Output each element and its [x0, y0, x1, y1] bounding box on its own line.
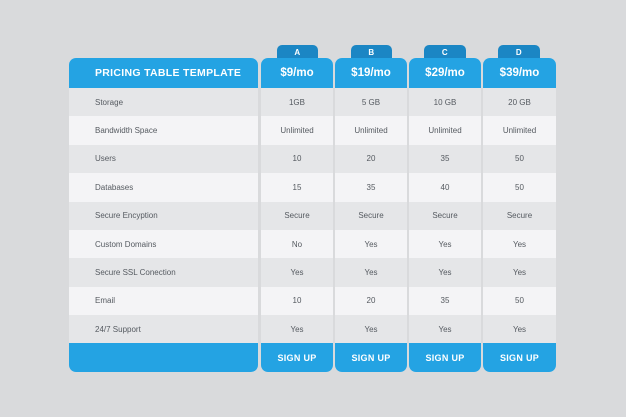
- sign-up-button-d[interactable]: SIGN UP: [483, 343, 556, 372]
- feature-label: Custom Domains: [69, 229, 258, 259]
- plan-value: Unlimited: [261, 116, 333, 145]
- plan-value: Yes: [261, 258, 333, 287]
- plan-column-a: $9/mo 1GB Unlimited 10 15 Secure No Yes …: [261, 58, 333, 372]
- plan-value: Secure: [261, 201, 333, 230]
- plan-value: Yes: [335, 315, 407, 344]
- plan-value: 40: [409, 173, 481, 202]
- plan-value: No: [261, 229, 333, 259]
- plan-tab-b[interactable]: B: [351, 45, 392, 59]
- plan-price: $29/mo: [409, 58, 481, 88]
- plan-value: 15: [261, 173, 333, 202]
- plan-value: 5 GB: [335, 88, 407, 117]
- plan-price: $9/mo: [261, 58, 333, 88]
- plan-value: 50: [483, 173, 556, 202]
- plan-value: 20 GB: [483, 88, 556, 117]
- plan-price: $39/mo: [483, 58, 556, 88]
- feature-label: Secure Encyption: [69, 201, 258, 230]
- feature-label: 24/7 Support: [69, 315, 258, 344]
- plan-value: Secure: [335, 201, 407, 230]
- plan-value: Unlimited: [483, 116, 556, 145]
- plan-value: 35: [409, 144, 481, 174]
- plan-value: Secure: [483, 201, 556, 230]
- plan-value: Yes: [409, 315, 481, 344]
- plan-value: Unlimited: [409, 116, 481, 145]
- plan-value: Yes: [335, 258, 407, 287]
- plan-value: Yes: [409, 229, 481, 259]
- feature-label: Users: [69, 144, 258, 174]
- plan-tab-c[interactable]: C: [424, 45, 466, 59]
- plan-value: Yes: [409, 258, 481, 287]
- feature-label: Secure SSL Conection: [69, 258, 258, 287]
- plan-column-b: $19/mo 5 GB Unlimited 20 35 Secure Yes Y…: [335, 58, 407, 372]
- plan-value: Yes: [261, 315, 333, 344]
- plan-value: Yes: [483, 258, 556, 287]
- feature-column: PRICING TABLE TEMPLATE Storage Bandwidth…: [69, 58, 258, 372]
- plan-value: 35: [335, 173, 407, 202]
- plan-value: 50: [483, 286, 556, 316]
- plan-value: Yes: [483, 229, 556, 259]
- feature-label: Storage: [69, 88, 258, 117]
- plan-value: 35: [409, 286, 481, 316]
- feature-rows: Storage Bandwidth Space Users Databases …: [69, 88, 258, 344]
- plan-value: 20: [335, 286, 407, 316]
- feature-label: Email: [69, 286, 258, 316]
- plan-value: 10 GB: [409, 88, 481, 117]
- plan-value: Unlimited: [335, 116, 407, 145]
- plan-value: 10: [261, 286, 333, 316]
- plan-value: 1GB: [261, 88, 333, 117]
- plan-value: 10: [261, 144, 333, 174]
- plan-value: Yes: [335, 229, 407, 259]
- feature-column-footer: [69, 343, 258, 372]
- plan-tab-d[interactable]: D: [498, 45, 540, 59]
- plan-column-d: $39/mo 20 GB Unlimited 50 50 Secure Yes …: [483, 58, 556, 372]
- plan-column-c: $29/mo 10 GB Unlimited 35 40 Secure Yes …: [409, 58, 481, 372]
- feature-label: Bandwidth Space: [69, 116, 258, 145]
- plan-value: 50: [483, 144, 556, 174]
- feature-label: Databases: [69, 173, 258, 202]
- plan-price: $19/mo: [335, 58, 407, 88]
- table-title: PRICING TABLE TEMPLATE: [69, 58, 258, 88]
- sign-up-button-a[interactable]: SIGN UP: [261, 343, 333, 372]
- plan-tab-a[interactable]: A: [277, 45, 318, 59]
- plan-value: Secure: [409, 201, 481, 230]
- sign-up-button-b[interactable]: SIGN UP: [335, 343, 407, 372]
- sign-up-button-c[interactable]: SIGN UP: [409, 343, 481, 372]
- plan-value: Yes: [483, 315, 556, 344]
- plan-value: 20: [335, 144, 407, 174]
